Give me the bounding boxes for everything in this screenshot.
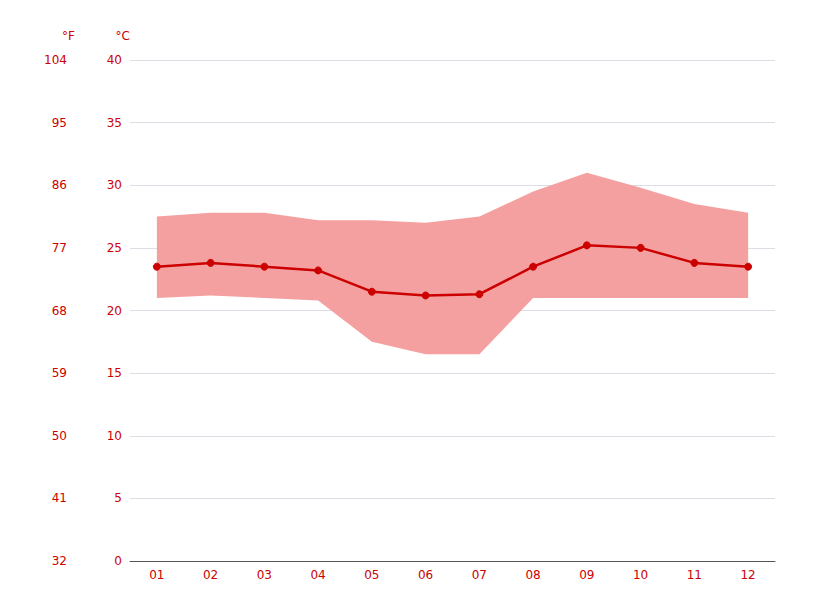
svg-text:50: 50 xyxy=(52,429,67,443)
svg-text:104: 104 xyxy=(44,53,67,67)
svg-text:32: 32 xyxy=(52,554,67,568)
svg-text:40: 40 xyxy=(107,53,122,67)
svg-text:59: 59 xyxy=(52,366,67,380)
svg-text:15: 15 xyxy=(107,366,122,380)
svg-text:77: 77 xyxy=(52,241,67,255)
svg-text:04: 04 xyxy=(310,568,325,582)
svg-text:11: 11 xyxy=(687,568,702,582)
svg-text:01: 01 xyxy=(149,568,164,582)
svg-text:06: 06 xyxy=(418,568,433,582)
svg-text:20: 20 xyxy=(107,304,122,318)
svg-text:86: 86 xyxy=(52,178,67,192)
svg-text:95: 95 xyxy=(52,116,67,130)
svg-text:10: 10 xyxy=(633,568,648,582)
svg-text:10: 10 xyxy=(107,429,122,443)
svg-text:25: 25 xyxy=(107,241,122,255)
svg-text:07: 07 xyxy=(472,568,487,582)
svg-text:30: 30 xyxy=(107,178,122,192)
svg-text:05: 05 xyxy=(364,568,379,582)
svg-text:35: 35 xyxy=(107,116,122,130)
svg-text:12: 12 xyxy=(740,568,755,582)
svg-text:°F: °F xyxy=(62,29,75,43)
svg-text:03: 03 xyxy=(257,568,272,582)
svg-text:68: 68 xyxy=(52,304,67,318)
svg-text:02: 02 xyxy=(203,568,218,582)
svg-text:0: 0 xyxy=(114,554,122,568)
svg-text:5: 5 xyxy=(114,491,122,505)
svg-text:09: 09 xyxy=(579,568,594,582)
svg-text:°C: °C xyxy=(116,29,130,43)
svg-text:08: 08 xyxy=(525,568,540,582)
svg-text:41: 41 xyxy=(52,491,67,505)
